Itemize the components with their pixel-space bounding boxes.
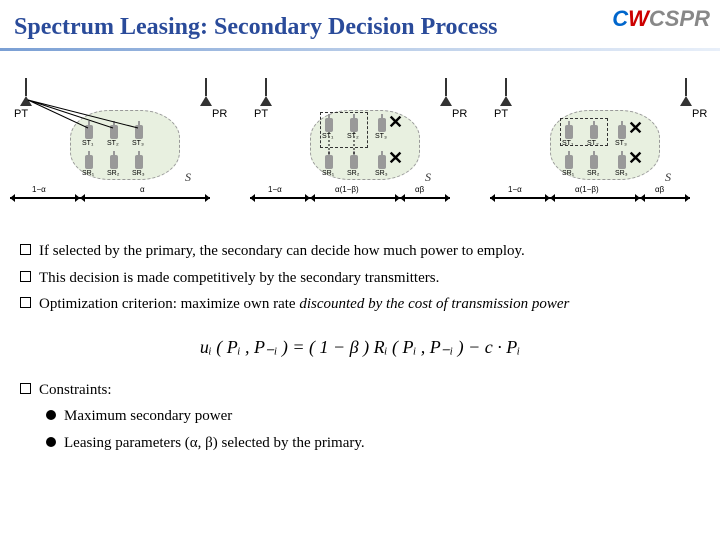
bullet-text: If selected by the primary, the secondar… — [39, 240, 525, 263]
page-title: Spectrum Leasing: Secondary Decision Pro… — [14, 14, 498, 41]
cross-icon: ✕ — [628, 148, 643, 169]
sub-bullet-item: Leasing parameters (α, β) selected by th… — [20, 432, 700, 455]
diagram-1: PT PR S ST₁ ST₂ ST₃ SR₁ SR₂ SR₃ 1−α α — [10, 70, 230, 210]
st-icon — [590, 125, 598, 139]
node-label: ST₁ — [562, 140, 573, 147]
bar-label: α — [140, 185, 145, 194]
dot-bullet-icon — [46, 437, 56, 447]
st-icon — [618, 125, 626, 139]
st-icon — [565, 125, 573, 139]
content-body: If selected by the primary, the secondar… — [20, 240, 700, 458]
square-bullet-icon — [20, 271, 31, 282]
node-label: ST₂ — [587, 140, 599, 147]
square-bullet-icon — [20, 244, 31, 255]
bullet-text-italic: discounted by the cost of transmission p… — [299, 296, 569, 312]
bar-label: 1−α — [268, 185, 282, 194]
square-bullet-icon — [20, 297, 31, 308]
bar-segments: 1−α α(1−β) αβ — [250, 188, 470, 208]
bullet-text: Maximum secondary power — [64, 405, 232, 428]
sr-icon — [565, 155, 573, 169]
bullet-item: This decision is made competitively by t… — [20, 267, 700, 290]
bar-label: αβ — [655, 185, 664, 194]
diagram-row: PT PR S ST₁ ST₂ ST₃ SR₁ SR₂ SR₃ 1−α α PT… — [0, 70, 720, 210]
bar-label: 1−α — [508, 185, 522, 194]
diagram-2: PT PR S ST₁ ST₂ ST₃ ✕ SR₁ SR₂ SR₃ ✕ 1−α … — [250, 70, 470, 210]
bullet-item: If selected by the primary, the secondar… — [20, 240, 700, 263]
equation: uᵢ ( Pᵢ , P₋ᵢ ) = ( 1 − β ) Rᵢ ( Pᵢ , P₋… — [20, 334, 700, 361]
sr-icon — [618, 155, 626, 169]
diagram-3: PT PR S ST₁ ST₂ ST₃ ✕ SR₁ SR₂ SR₃ ✕ 1−α … — [490, 70, 710, 210]
bar-label: α(1−β) — [335, 185, 359, 194]
logo: CWCSPR — [612, 6, 710, 32]
bar-label: α(1−β) — [575, 185, 599, 194]
pr-label: PR — [692, 108, 707, 120]
sr-icon — [590, 155, 598, 169]
arrows-icon — [250, 70, 470, 185]
sub-bullet-item: Maximum secondary power — [20, 405, 700, 428]
square-bullet-icon — [20, 383, 31, 394]
bullet-item: Optimization criterion: maximize own rat… — [20, 293, 700, 316]
node-label: SR₁ — [562, 170, 574, 177]
bullet-text-prefix: Optimization criterion: maximize own rat… — [39, 296, 299, 312]
region-label: S — [665, 170, 671, 185]
bullet-item: Constraints: — [20, 379, 700, 402]
node-label: SR₃ — [615, 170, 628, 177]
pt-label: PT — [494, 108, 508, 120]
bar-label: αβ — [415, 185, 424, 194]
bullet-text: This decision is made competitively by t… — [39, 267, 439, 290]
title-underline — [0, 48, 720, 51]
bar-label: 1−α — [32, 185, 46, 194]
arrows-icon — [10, 70, 230, 185]
pt-tower-icon — [500, 78, 512, 106]
bar-segments: 1−α α(1−β) αβ — [490, 188, 710, 208]
bullet-text: Leasing parameters (α, β) selected by th… — [64, 432, 365, 455]
bullet-text: Optimization criterion: maximize own rat… — [39, 293, 569, 316]
node-label: ST₃ — [615, 140, 627, 147]
bullet-text: Constraints: — [39, 379, 112, 402]
pr-tower-icon — [680, 78, 692, 106]
dot-bullet-icon — [46, 410, 56, 420]
node-label: SR₂ — [587, 170, 599, 177]
bar-segments: 1−α α — [10, 188, 230, 208]
cross-icon: ✕ — [628, 118, 643, 139]
